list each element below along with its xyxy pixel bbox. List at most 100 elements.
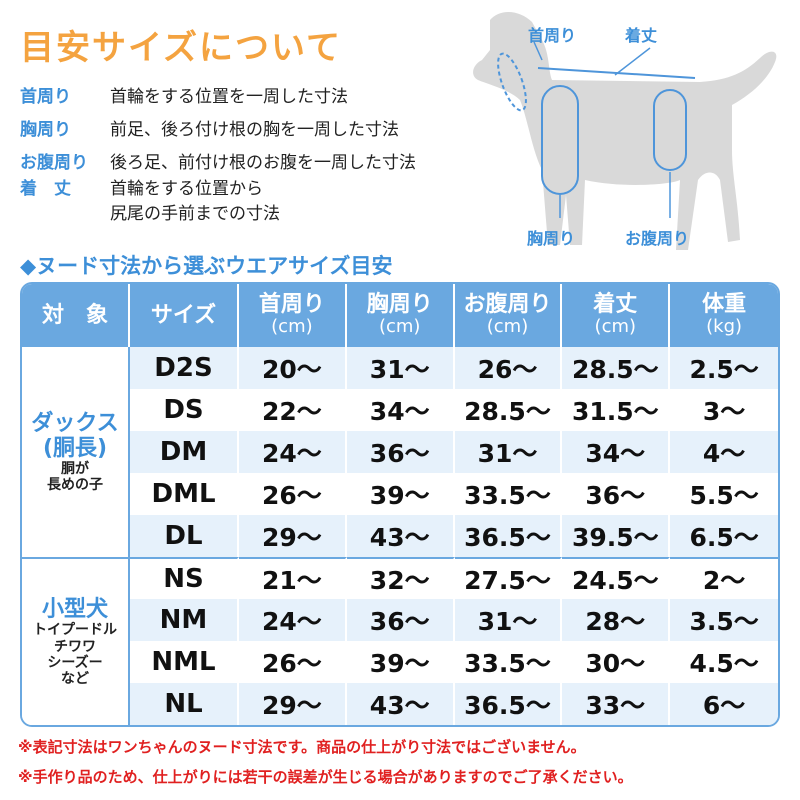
group-label: 小型犬 xyxy=(41,597,108,623)
value-cell: 39.5〜 xyxy=(562,515,671,557)
label-belly: お腹周り xyxy=(625,229,690,248)
desc2: 尻尾の手前までの寸法 xyxy=(110,204,280,224)
value-cell: 33〜 xyxy=(562,683,671,725)
value-cell: 20〜 xyxy=(239,347,347,389)
group-label: (胴長) xyxy=(42,435,108,461)
value-cell: 39〜 xyxy=(347,641,455,683)
value-cell: 6.5〜 xyxy=(670,515,778,557)
term: 着 丈 xyxy=(20,179,71,199)
column-header: 着丈 (cm) xyxy=(562,284,671,347)
value-cell: 3.5〜 xyxy=(670,599,778,641)
header-unit: (cm) xyxy=(594,315,637,337)
table-row: DML 26〜 39〜 33.5〜 36〜 5.5〜 xyxy=(22,473,778,515)
header-label: 対 象 xyxy=(41,302,108,328)
value-cell: 36.5〜 xyxy=(454,515,563,557)
value-cell: 24.5〜 xyxy=(562,557,671,599)
table-row: ダックス (胴長) 胴が 長めの子 D2S 20〜 31〜 26〜 28.5〜 2.5〜 xyxy=(22,347,778,557)
value-cell: 39〜 xyxy=(347,473,455,515)
column-header: サイズ xyxy=(130,284,239,347)
table-row: NML 26〜 39〜 33.5〜 30〜 4.5〜 xyxy=(22,641,778,683)
group-label: 胴が xyxy=(61,461,89,478)
value-cell: 4.5〜 xyxy=(689,649,759,678)
group-label: 長めの子 xyxy=(47,477,103,494)
value-cell: 43〜 xyxy=(346,683,455,725)
dog-diagram xyxy=(473,11,777,250)
value-cell: 6〜 xyxy=(670,683,778,725)
table-row: DM 24〜 36〜 31〜 34〜 4〜 xyxy=(22,431,778,473)
note-handmade: ※手作り品のため、仕上がりには若干の誤差が生じる場合がありますのでご了承ください… xyxy=(18,768,633,786)
definition-length: 着 丈 首輪をする位置から 尻尾の手前までの寸法 xyxy=(20,177,416,227)
value-cell: 30〜 xyxy=(562,641,671,683)
table-row: 小型犬 トイプードル チワワ シーズー など NS 21〜 32〜 27.5〜 24.5〜 2〜 xyxy=(22,557,778,725)
value-cell: 29〜 xyxy=(239,515,347,557)
definition-chest: 胸周り 前足、後ろ付け根の胸を一周した寸法 xyxy=(20,111,416,144)
value-cell: 26〜 xyxy=(239,641,347,683)
desc: 首輪をする位置を一周した寸法 xyxy=(110,87,348,107)
value-cell: 31〜 xyxy=(346,347,455,389)
desc: 首輪をする位置から xyxy=(110,179,263,199)
group-label: チワワ xyxy=(54,638,96,655)
table-row: NL 29〜 43〜 36.5〜 33〜 6〜 xyxy=(22,683,778,725)
value-cell: 3〜 xyxy=(702,397,746,426)
size-cell: NML xyxy=(130,641,239,683)
label-chest: 胸周り xyxy=(527,229,576,248)
table-row: NM 24〜 36〜 31〜 28〜 3.5〜 xyxy=(22,599,778,641)
header-label: 首周り xyxy=(258,291,325,317)
header-label: 体重 xyxy=(702,291,747,317)
value-cell: 29〜 xyxy=(239,683,347,725)
value-cell: 34〜 xyxy=(562,431,671,473)
page-title: 目安サイズについて xyxy=(20,28,342,68)
size-cell: NS xyxy=(130,557,239,599)
group-label: シーズー xyxy=(47,654,103,671)
note-nude-size: ※表記寸法はワンちゃんのヌード寸法です。商品の仕上がり寸法ではございません。 xyxy=(18,738,586,756)
value-cell: 22〜 xyxy=(239,389,347,431)
header-label: お腹周り xyxy=(463,291,552,317)
value-cell: 4〜 xyxy=(670,431,778,473)
header-label: サイズ xyxy=(150,302,217,328)
value-cell: 27.5〜 xyxy=(454,557,563,599)
group-label: トイプードル xyxy=(33,622,117,639)
size-cell: D2S xyxy=(130,347,239,389)
size-cell: NL xyxy=(130,683,239,725)
size-cell: DM xyxy=(130,431,239,473)
column-header: 体重 (kg) xyxy=(670,284,778,347)
value-cell: 26〜 xyxy=(454,347,563,389)
table-title: ◆ヌード寸法から選ぶウエアサイズ目安 xyxy=(20,254,393,278)
header-unit: (cm) xyxy=(378,315,421,337)
value-cell: 28.5〜 xyxy=(455,389,563,431)
label-length: 着丈 xyxy=(625,26,658,45)
value-cell: 2.5〜 xyxy=(670,347,778,389)
label-neck: 首周り xyxy=(528,26,577,45)
value-cell: 33.5〜 xyxy=(455,473,563,515)
definition-belly: お腹周り 後ろ足、前付け根のお腹を一周した寸法 xyxy=(20,144,416,177)
group-cell: 小型犬 トイプードル チワワ シーズー など xyxy=(22,557,130,725)
header-unit: (cm) xyxy=(486,315,529,337)
value-cell: 31.5〜 xyxy=(562,389,671,431)
column-header: お腹周り (cm) xyxy=(454,284,563,347)
value-cell: 24〜 xyxy=(239,431,347,473)
header-label: 胸周り xyxy=(366,291,433,317)
table-row: DS 22〜 34〜 28.5〜 31.5〜 3〜 xyxy=(22,389,778,431)
value-cell: 31〜 xyxy=(454,599,563,641)
dog-silhouette-icon xyxy=(473,11,777,250)
desc: 後ろ足、前付け根のお腹を一周した寸法 xyxy=(110,153,416,173)
value-cell: 24〜 xyxy=(239,599,347,641)
value-cell: 26〜 xyxy=(239,473,347,515)
value-cell: 36.5〜 xyxy=(454,683,563,725)
term: 首周り xyxy=(20,87,71,107)
value-cell: 43〜 xyxy=(346,515,455,557)
group-cell: ダックス (胴長) 胴が 長めの子 xyxy=(22,347,130,557)
size-table: 対 象サイズ 首周り (cm) 胸周り (cm) お腹周り (cm) 着丈 (cm) 体重 (kg)… xyxy=(20,282,780,727)
value-cell: 31〜 xyxy=(454,431,563,473)
column-header: 胸周り (cm) xyxy=(346,284,455,347)
column-header: 首周り (cm) xyxy=(239,284,347,347)
value-cell: 21〜 xyxy=(239,557,347,599)
header-unit: (cm) xyxy=(271,315,313,337)
term: お腹周り xyxy=(20,153,88,173)
value-cell: 36〜 xyxy=(562,473,671,515)
term: 胸周り xyxy=(20,120,71,140)
value-cell: 28.5〜 xyxy=(562,347,671,389)
header-label: 着丈 xyxy=(593,291,638,317)
value-cell: 32〜 xyxy=(346,557,455,599)
value-cell: 33.5〜 xyxy=(455,641,563,683)
